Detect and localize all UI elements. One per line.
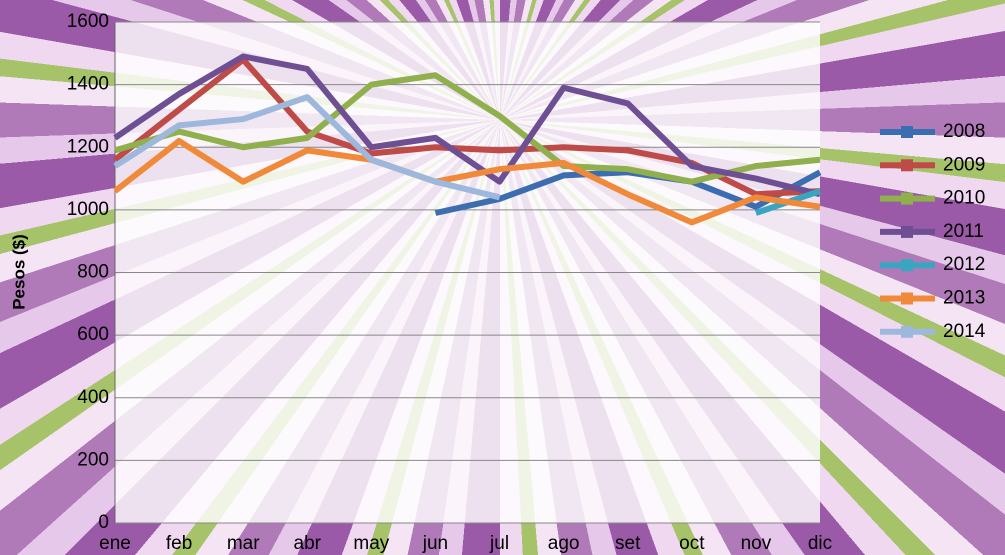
y-tick-label: 1200 xyxy=(67,136,109,157)
x-tick-label: abr xyxy=(294,533,322,554)
series-line xyxy=(434,169,822,216)
legend-label: 2011 xyxy=(943,221,984,242)
legend-marker xyxy=(901,126,913,138)
series-line xyxy=(113,94,501,201)
x-tick-label: jun xyxy=(422,533,448,554)
x-tick-label: mar xyxy=(227,533,260,554)
legend-marker xyxy=(901,292,913,305)
y-axis-label: Pesos ($) xyxy=(9,234,28,310)
legend-marker xyxy=(901,225,913,238)
y-tick-label: 0 xyxy=(98,512,109,533)
legend-marker xyxy=(901,192,913,205)
y-tick-label: 1000 xyxy=(67,199,109,220)
y-tick-label: 400 xyxy=(77,387,109,408)
series-line xyxy=(113,53,821,198)
y-tick-label: 200 xyxy=(77,449,109,470)
y-tick-label: 1600 xyxy=(67,11,109,32)
legend-label: 2014 xyxy=(943,321,986,342)
legend-label: 2012 xyxy=(943,254,985,275)
x-tick-label: dic xyxy=(808,533,832,554)
x-tick-label: may xyxy=(353,533,389,554)
x-tick-label: feb xyxy=(166,533,192,554)
y-tick-label: 1400 xyxy=(67,74,109,95)
x-tick-label: nov xyxy=(741,533,772,554)
x-tick-label: oct xyxy=(679,533,705,554)
legend-label: 2013 xyxy=(943,288,985,309)
x-tick-label: ene xyxy=(99,533,131,554)
legend-marker xyxy=(901,325,913,338)
series-line xyxy=(114,72,821,185)
x-tick-label: ago xyxy=(548,533,580,554)
x-tick-label: jul xyxy=(489,533,509,554)
legend-label: 2009 xyxy=(943,154,985,175)
legend-marker xyxy=(901,259,913,272)
y-tick-label: 800 xyxy=(77,262,109,283)
legend-label: 2010 xyxy=(943,188,985,209)
x-tick-label: set xyxy=(615,533,641,554)
y-tick-label: 600 xyxy=(77,324,109,345)
legend-label: 2008 xyxy=(943,121,985,142)
legend-marker xyxy=(901,159,913,172)
series-line xyxy=(113,137,821,226)
